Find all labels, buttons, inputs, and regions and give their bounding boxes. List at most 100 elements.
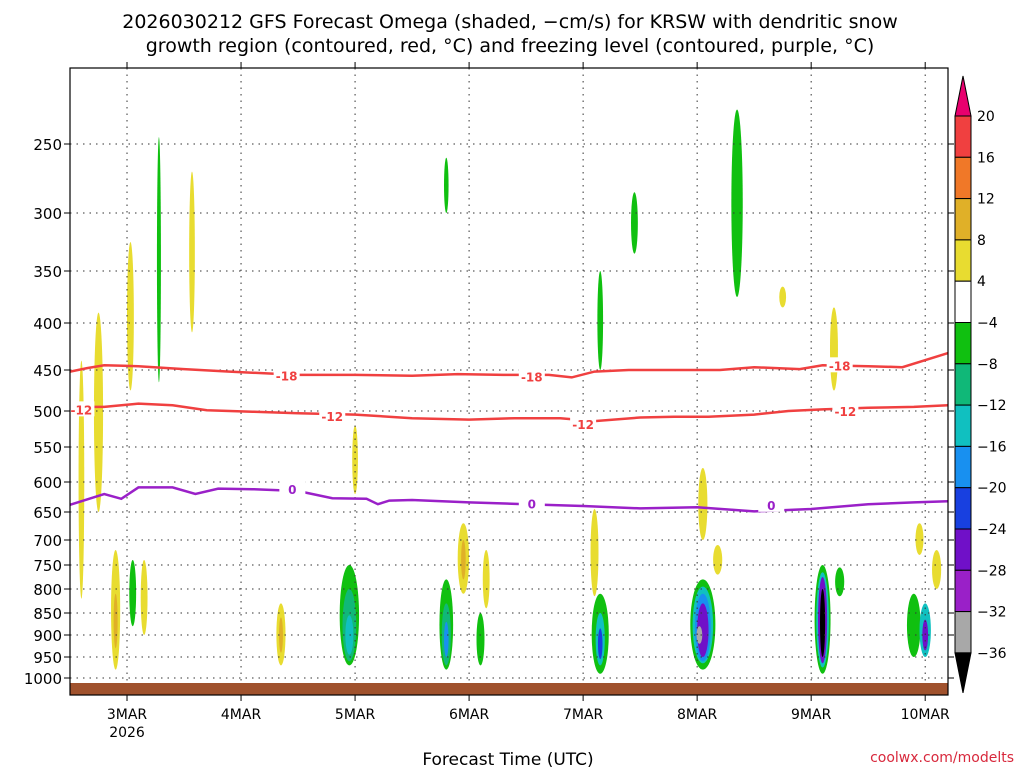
x-tick-label-4: 7MAR [563, 707, 604, 723]
omega-shading-17 [444, 621, 449, 658]
contour-label-bg-0-2 [826, 357, 853, 373]
colorbar-swatch-13 [954, 611, 972, 654]
contour-label-bg-2-0 [279, 481, 306, 497]
y-tick-label-600: 600 [33, 474, 62, 492]
contour-line-0 [70, 351, 948, 379]
contour-label-2-2: 0 [767, 499, 775, 513]
y-tick-label-400: 400 [33, 315, 62, 333]
contour-label-bg-0-1 [518, 368, 545, 384]
y-tick-label-1000: 1000 [24, 670, 62, 688]
colorbar-swatch-8 [954, 404, 972, 447]
contour-label-0-1: -18 [521, 371, 543, 385]
y-tick-label-350: 350 [33, 263, 62, 281]
colorbar-label-12: −32 [977, 605, 1007, 621]
colorbar-swatch-6 [954, 322, 972, 365]
omega-shading-5 [129, 560, 137, 627]
colorbar-swatch-3 [954, 198, 972, 241]
colorbar-swatch-9 [954, 445, 972, 489]
y-tick-label-450: 450 [33, 362, 62, 380]
omega-shading-20 [476, 613, 485, 666]
contour-label-1-0: -12 [71, 403, 93, 417]
x-tick-label-5: 8MAR [677, 707, 718, 723]
contour-label-bg-0-0 [273, 367, 300, 383]
omega-shading-33 [713, 545, 723, 575]
colorbar-label-0: 20 [977, 109, 995, 125]
omega-shading-48 [444, 157, 449, 213]
x-tick-label-0: 3MAR [107, 707, 148, 723]
colorbar-label-11: −28 [977, 563, 1007, 579]
y-tick-label-300: 300 [33, 205, 62, 223]
colorbar-top-arrow [954, 75, 972, 117]
omega-shading-4 [127, 242, 134, 391]
contour-label-1-3: -12 [835, 405, 857, 419]
omega-shading-38 [820, 589, 826, 657]
omega-shading-19 [461, 540, 466, 580]
omega-shading-6 [140, 560, 148, 635]
omega-shading-46 [631, 192, 638, 254]
contour-label-2-1: 0 [528, 498, 536, 512]
colorbar-label-2: 12 [977, 192, 995, 208]
colorbar-swatch-1 [954, 115, 972, 158]
colorbar-label-3: 8 [977, 233, 986, 249]
y-tick-label-850: 850 [33, 605, 62, 623]
colorbar-label-4: 4 [977, 274, 986, 290]
contour-label-bg-1-0 [70, 401, 95, 417]
colorbar-bottom-arrow [954, 652, 972, 693]
x-tick-label-2: 5MAR [335, 707, 376, 723]
colorbar-swatch-5 [954, 280, 972, 324]
colorbar-swatch-2 [954, 156, 972, 200]
omega-shading-39 [835, 567, 845, 597]
omega-shading-47 [779, 286, 787, 308]
y-tick-label-650: 650 [33, 504, 62, 522]
contour-label-bg-1-3 [832, 403, 859, 418]
y-tick-label-700: 700 [33, 532, 62, 550]
omega-shading-24 [597, 628, 603, 660]
colorbar-label-6: −8 [977, 357, 998, 373]
contour-label-bg-2-2 [758, 496, 785, 512]
colorbar-swatch-10 [954, 487, 972, 530]
contour-label-1-2: -12 [572, 418, 594, 432]
x-axis-label: Forecast Time (UTC) [422, 750, 593, 768]
omega-shading-0 [78, 360, 85, 599]
omega-shading-1 [93, 312, 104, 512]
colorbar-swatch-7 [954, 363, 972, 406]
ground-band [70, 683, 948, 695]
omega-shading-32 [698, 468, 708, 540]
x-tick-label-1: 4MAR [221, 707, 262, 723]
plot-area: -18 -18 -18 -12 -12 -12 -12 0 0 0 [69, 67, 949, 696]
omega-shading-14 [352, 425, 358, 495]
y-tick-label-800: 800 [33, 581, 62, 599]
colorbar-label-9: −20 [977, 481, 1007, 497]
y-tick-label-550: 550 [33, 439, 62, 457]
omega-shading-26 [597, 271, 604, 370]
y-tick-label-250: 250 [33, 136, 62, 154]
plot-frame [69, 67, 949, 696]
omega-shading-44 [915, 523, 924, 555]
x-tick-label-3: 6MAR [449, 707, 490, 723]
omega-shading-40 [829, 307, 838, 391]
colorbar-swatch-11 [954, 528, 972, 571]
contour-label-bg-1-1 [319, 408, 346, 424]
y-tick-label-950: 950 [33, 649, 62, 667]
contour-line-1 [70, 402, 948, 423]
source-credit: coolwx.com/modelts [870, 750, 1014, 766]
omega-shading-10 [278, 617, 283, 653]
omega-shading-34 [731, 109, 743, 297]
colorbar-label-5: −4 [977, 316, 998, 332]
y-tick-label-750: 750 [33, 557, 62, 575]
plot-background [70, 68, 948, 695]
x-axis: 3MAR 2026 4MAR 5MAR 6MAR 7MAR 8MAR 9MAR 10MAR [107, 62, 950, 741]
x-tick-sublabel-0: 2026 [109, 725, 145, 741]
chart-title-line1: 2026030212 GFS Forecast Omega (shaded, −… [122, 11, 898, 33]
y-axis: 250 300 350 400 450 500 550 600 650 700 750 800 850 9… [24, 136, 954, 688]
contour-label-1-1: -12 [321, 410, 343, 424]
contour-label-bg-2-1 [518, 495, 545, 511]
colorbar-swatch-4 [954, 239, 972, 282]
chart-title-line2: growth region (contoured, red, °C) and f… [146, 35, 875, 57]
colorbar-label-7: −12 [977, 398, 1007, 414]
colorbar-legend: 20 16 12 8 4 −4 −8 −12 −16 −20 −24 −28 −32 −36 [954, 75, 1007, 693]
x-tick-label-6: 9MAR [791, 707, 832, 723]
omega-shading-8 [189, 171, 195, 333]
colorbar-swatch-12 [954, 569, 972, 613]
